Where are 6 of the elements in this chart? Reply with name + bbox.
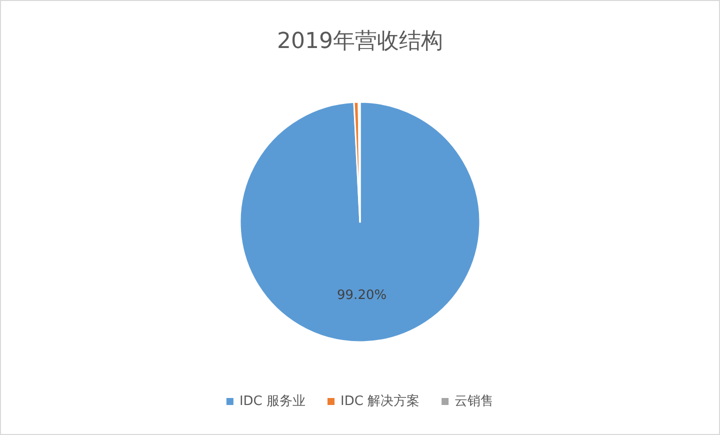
legend-label: IDC 解决方案 <box>340 393 420 409</box>
pie-slice <box>239 101 481 343</box>
data-label: 99.20% <box>337 288 387 303</box>
legend-label: IDC 服务业 <box>239 394 306 409</box>
legend-label: 云销售 <box>454 394 494 409</box>
chart-title: 2019年营收结构 <box>277 29 443 54</box>
